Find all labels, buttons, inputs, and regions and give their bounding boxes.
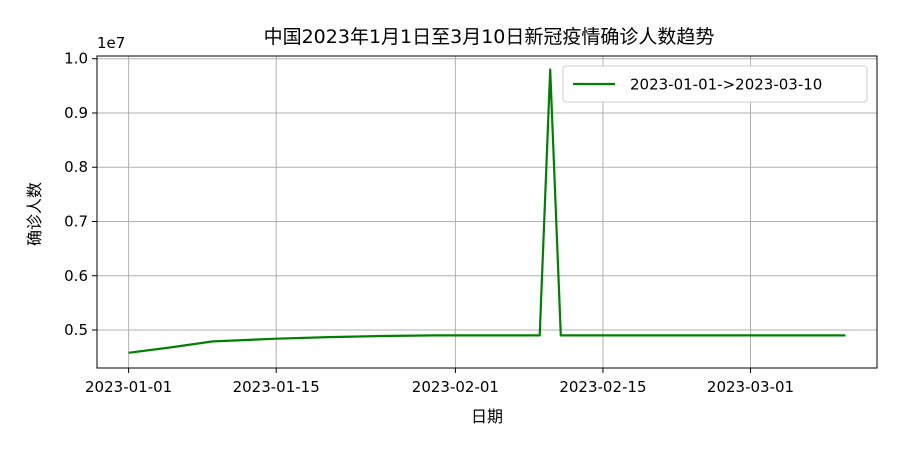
y-tick-label: 0.5	[64, 321, 88, 339]
legend-label: 2023-01-01->2023-03-10	[630, 76, 822, 94]
plot-area-frame	[96, 55, 878, 369]
x-tick-label: 2023-03-01	[707, 378, 794, 396]
y-axis-label: 确诊人数	[25, 182, 44, 246]
x-axis-label: 日期	[471, 407, 503, 426]
y-scale-label: 1e7	[97, 34, 125, 52]
x-tick-label: 2023-01-01	[85, 378, 172, 396]
chart-title: 中国2023年1月1日至3月10日新冠疫情确诊人数趋势	[264, 26, 715, 48]
y-tick-label: 0.7	[64, 212, 88, 230]
y-tick-label: 0.9	[64, 104, 88, 122]
legend: 2023-01-01->2023-03-10	[562, 65, 868, 103]
y-tick-label: 0.6	[64, 267, 88, 285]
grid	[97, 56, 877, 368]
y-tick-label: 1.0	[64, 50, 88, 68]
x-axis-ticks: 2023-01-01 2023-01-15 2023-02-01 2023-02-15…	[85, 368, 794, 396]
y-axis-ticks: 0.5 0.6 0.7 0.8 0.9 1.0	[64, 50, 97, 339]
x-tick-label: 2023-02-15	[559, 378, 646, 396]
series-layer	[128, 68, 846, 354]
y-tick-label: 0.8	[64, 158, 88, 176]
legend-box	[562, 65, 868, 103]
series-line	[128, 68, 846, 354]
x-tick-label: 2023-02-01	[412, 378, 499, 396]
x-tick-label: 2023-01-15	[233, 378, 320, 396]
